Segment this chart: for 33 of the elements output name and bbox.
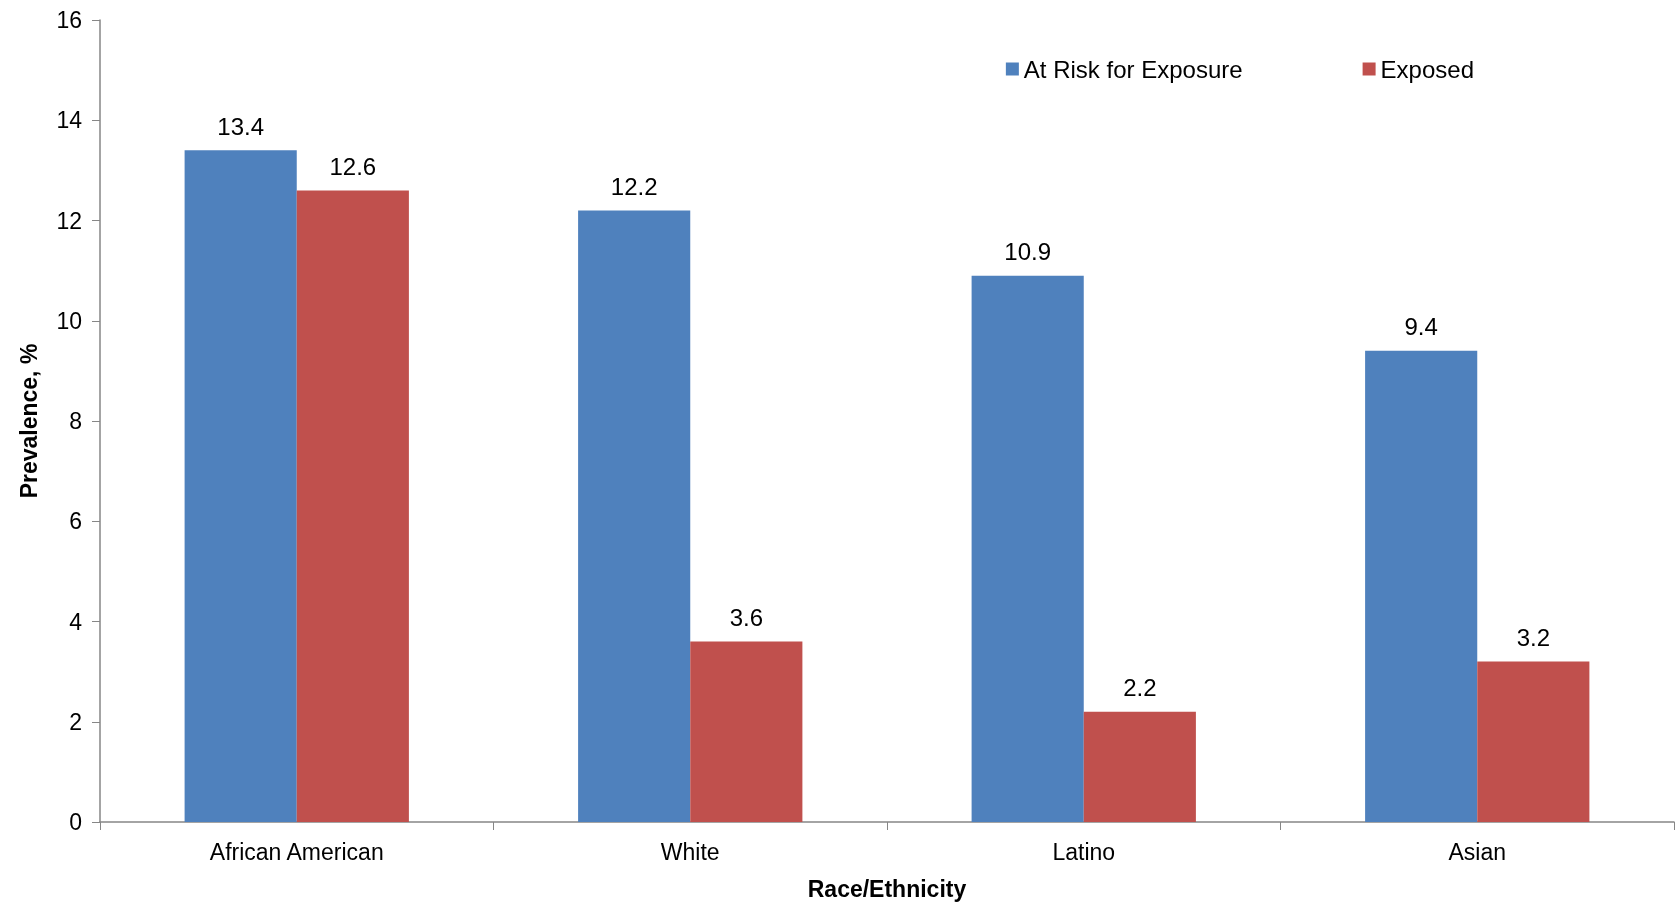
x-tick-label: White <box>660 838 720 865</box>
legend-label: Exposed <box>1380 55 1475 83</box>
data-label: 3.2 <box>1516 624 1551 652</box>
x-axis-title: Race/Ethnicity <box>807 875 967 902</box>
bar <box>184 150 297 822</box>
x-tick-label: Latino <box>1052 838 1116 865</box>
legend-label: At Risk for Exposure <box>1023 55 1243 83</box>
x-tick-label: Asian <box>1448 838 1507 865</box>
data-label: 9.4 <box>1404 313 1438 341</box>
x-tick-label: African American <box>209 838 384 865</box>
bar <box>971 275 1084 822</box>
bar <box>1365 350 1478 822</box>
bar <box>578 210 691 822</box>
data-label: 12.2 <box>610 172 658 200</box>
y-tick-label: 6 <box>69 508 82 535</box>
bar <box>296 190 409 822</box>
bar <box>690 641 803 822</box>
y-tick-label: 0 <box>69 809 82 835</box>
y-axis-title: Prevalence, % <box>15 343 42 499</box>
data-label: 13.4 <box>217 112 265 140</box>
y-tick-label: 4 <box>69 608 83 635</box>
data-label: 12.6 <box>329 152 377 180</box>
y-tick-label: 12 <box>56 207 82 234</box>
y-tick-label: 2 <box>69 708 82 735</box>
y-tick-label: 10 <box>56 307 82 334</box>
data-label: 10.9 <box>1004 238 1052 266</box>
data-label: 2.2 <box>1123 674 1157 702</box>
bar <box>1477 661 1590 822</box>
bar <box>1083 711 1196 822</box>
y-tick-label: 14 <box>56 107 83 134</box>
data-label: 3.6 <box>729 604 764 632</box>
y-tick-label: 8 <box>69 408 82 434</box>
y-tick-label: 16 <box>56 7 82 33</box>
